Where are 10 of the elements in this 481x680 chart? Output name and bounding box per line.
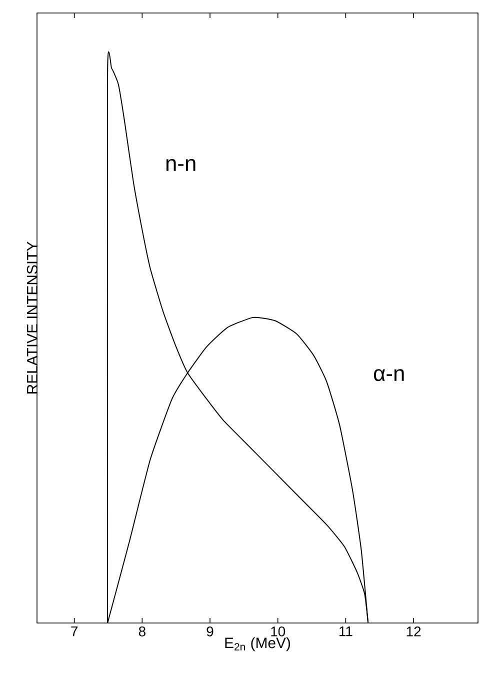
x-axis-title: E$_{2n}$ (MeV) [225, 637, 290, 652]
x-tick-label: 12 [406, 626, 421, 636]
x-tick-label: 11 [340, 626, 352, 636]
x-tick-label: 7 [71, 626, 78, 636]
y-axis-title: RELATIVE INTENSITY [26, 242, 38, 394]
series-label: n-n [166, 159, 196, 171]
x-tick-label: 10 [271, 626, 286, 636]
text: α-n [374, 369, 404, 382]
x-tick-label: 8 [138, 626, 146, 636]
x-tick-label: 9 [206, 626, 214, 636]
